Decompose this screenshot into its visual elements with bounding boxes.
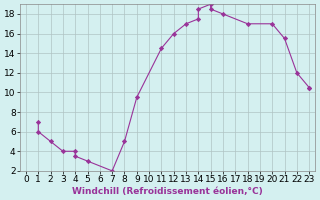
- X-axis label: Windchill (Refroidissement éolien,°C): Windchill (Refroidissement éolien,°C): [72, 187, 263, 196]
